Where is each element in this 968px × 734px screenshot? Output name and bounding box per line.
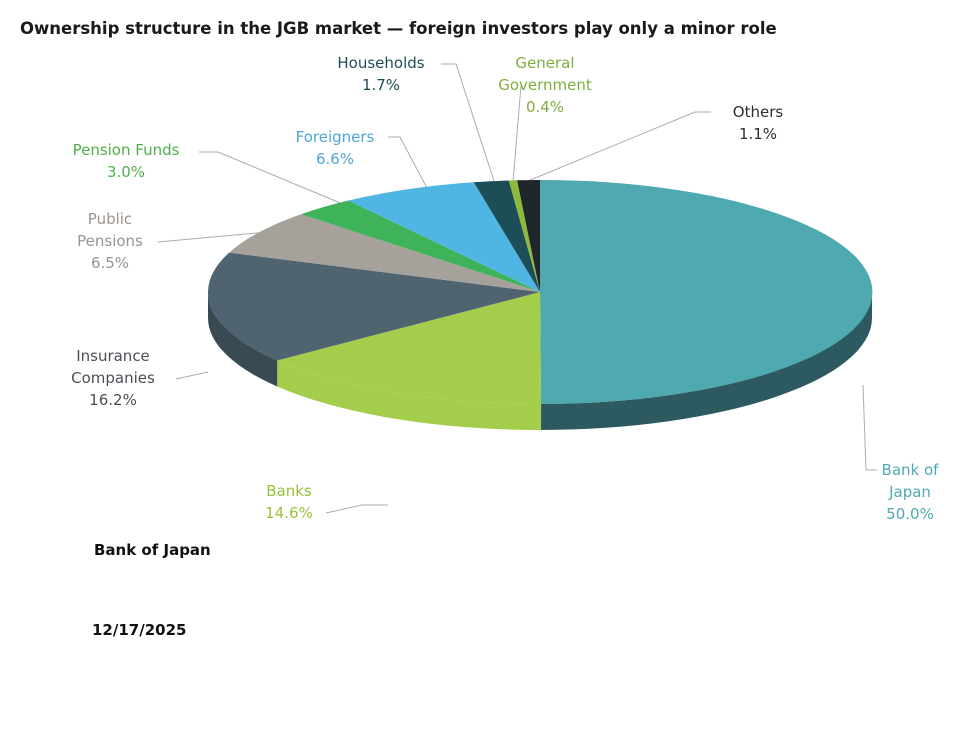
chart-title: Ownership structure in the JGB market — … — [20, 19, 777, 38]
slice-side-insurance — [208, 292, 278, 387]
label-banks-value: 14.6% — [265, 504, 313, 522]
leader-line-banks — [325, 504, 388, 514]
slice-households — [473, 180, 540, 292]
source-text: Bank of Japan — [94, 541, 211, 559]
slice-pension-funds — [301, 200, 540, 292]
label-insurance-companies-value: 16.2% — [89, 391, 137, 409]
leader-line-households — [441, 63, 496, 185]
slice-general-government — [508, 180, 540, 292]
slice-public-pensions — [229, 214, 540, 292]
label-insurance-companies-name-2: Companies — [71, 369, 155, 387]
label-public-pensions: Public Pensions 6.5% — [77, 208, 143, 274]
leader-line-insurance-companies — [175, 371, 209, 380]
label-banks-name: Banks — [266, 482, 312, 500]
leader-line-others — [522, 111, 711, 184]
leader-line-general-government — [512, 85, 522, 183]
leader-line-bank-of-japan — [862, 384, 877, 471]
label-public-pensions-name-1: Public — [87, 210, 133, 228]
label-foreigners-value: 6.6% — [315, 150, 355, 168]
label-general-government-name-2: Government — [498, 76, 592, 94]
label-foreigners: Foreigners 6.6% — [296, 126, 375, 170]
label-insurance-companies-name-1: Insurance — [76, 347, 150, 365]
label-insurance-companies: Insurance Companies 16.2% — [71, 345, 155, 411]
label-public-pensions-value: 6.5% — [90, 254, 130, 272]
label-bank-of-japan-value: 50.0% — [886, 505, 934, 523]
label-bank-of-japan-name-1: Bank of — [881, 461, 939, 479]
slice-side-banks — [277, 360, 542, 431]
slice-boj — [540, 179, 873, 404]
slice-side-boj — [541, 292, 873, 430]
label-households-name: Households — [337, 54, 425, 72]
label-others: Others 1.1% — [733, 101, 783, 145]
label-households: Households 1.7% — [337, 52, 424, 96]
slice-others — [517, 180, 540, 292]
label-bank-of-japan: Bank of Japan 50.0% — [882, 459, 939, 525]
label-foreigners-name: Foreigners — [295, 128, 375, 146]
label-others-value: 1.1% — [738, 125, 778, 143]
label-pension-funds-name: Pension Funds — [72, 141, 180, 159]
label-general-government-name-1: General — [515, 54, 575, 72]
label-households-value: 1.7% — [361, 76, 401, 94]
label-pension-funds-value: 3.0% — [106, 163, 146, 181]
pie-sides — [208, 292, 873, 431]
pie-slices — [207, 179, 873, 405]
slice-insurance — [207, 252, 540, 361]
leader-line-pension-funds — [199, 151, 346, 206]
label-banks: Banks 14.6% — [265, 480, 313, 524]
leader-line-public-pensions — [157, 231, 269, 243]
label-pension-funds: Pension Funds 3.0% — [73, 139, 180, 183]
label-others-name: Others — [732, 103, 784, 121]
slice-banks — [277, 292, 542, 405]
leader-line-foreigners — [388, 136, 429, 191]
label-bank-of-japan-name-2: Japan — [889, 483, 931, 501]
label-general-government: General Government 0.4% — [498, 52, 592, 118]
date-text: 12/17/2025 — [92, 621, 187, 639]
label-public-pensions-name-2: Pensions — [77, 232, 143, 250]
slice-foreigners — [348, 182, 540, 292]
label-general-government-value: 0.4% — [525, 98, 565, 116]
leader-lines — [157, 63, 877, 514]
